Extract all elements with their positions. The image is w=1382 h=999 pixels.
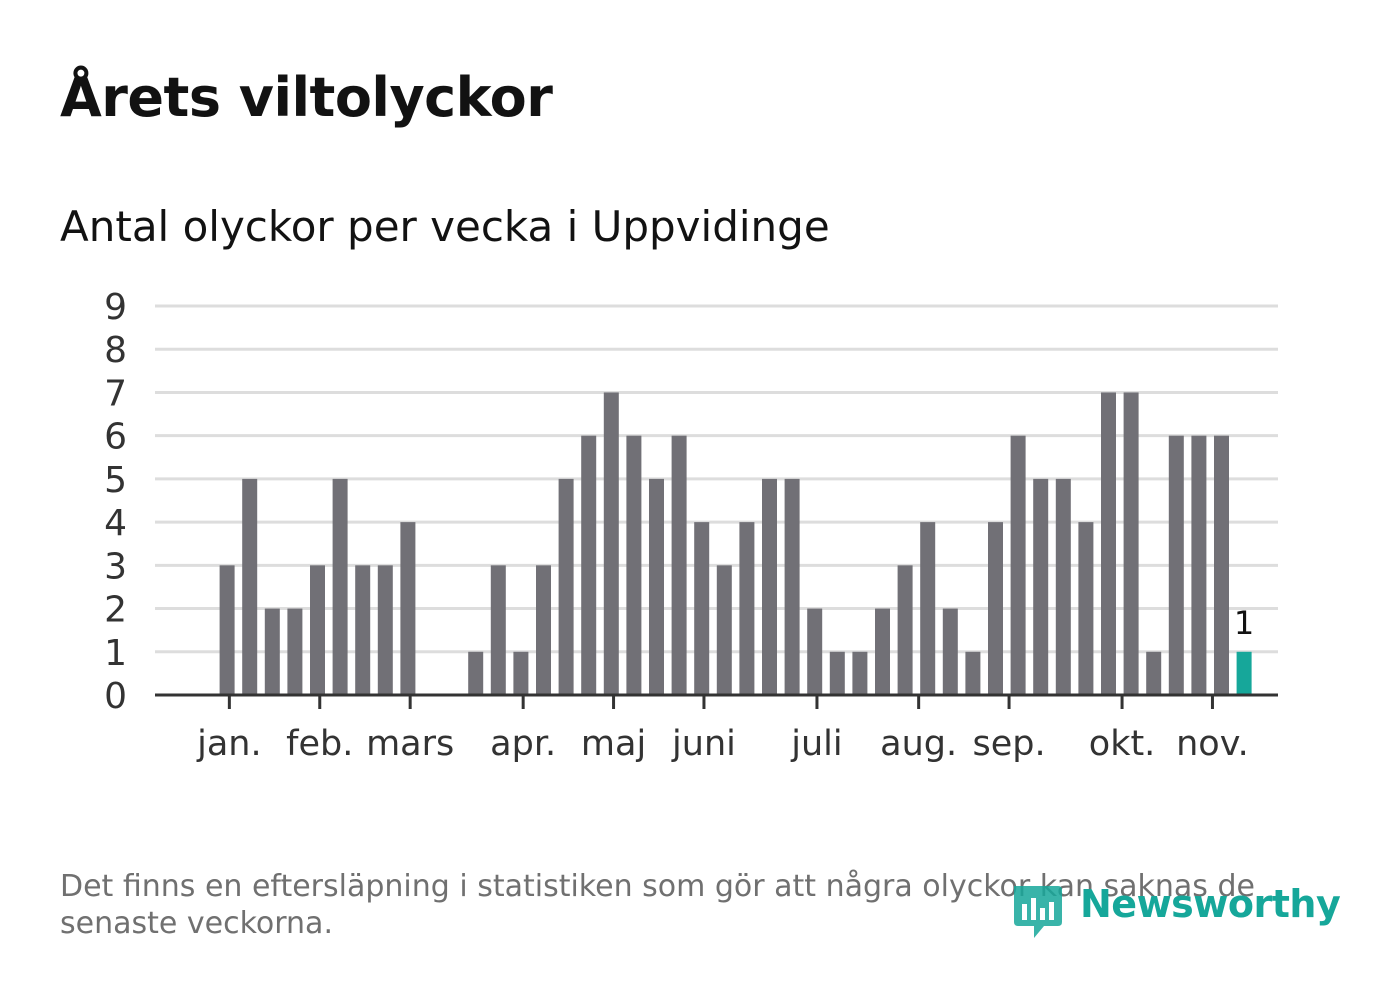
- x-tick-label: sep.: [972, 724, 1045, 764]
- bar: [332, 478, 348, 695]
- x-tick-label: mars: [366, 724, 454, 764]
- bar: [558, 478, 574, 695]
- bar: [1191, 435, 1207, 695]
- bar: [807, 608, 823, 695]
- bar: [513, 651, 529, 695]
- bar: [1214, 435, 1229, 695]
- bar: [1055, 478, 1071, 695]
- y-tick-label: 2: [104, 590, 127, 631]
- bar: [1078, 522, 1094, 695]
- x-tick-label: aug.: [880, 724, 957, 764]
- x-axis: [155, 693, 1278, 709]
- bar: [988, 522, 1003, 695]
- bar: [355, 565, 371, 695]
- x-tick-label: okt.: [1089, 724, 1156, 764]
- data-labels: 1: [1234, 604, 1254, 642]
- bar: [310, 565, 325, 695]
- bar: [716, 565, 732, 695]
- bar: [287, 608, 303, 695]
- newsworthy-logo: Newsworthy: [1010, 876, 1341, 942]
- x-tick-label: juli: [790, 724, 842, 764]
- x-tick-label: juni: [671, 724, 736, 764]
- x-tick-label: jan.: [196, 724, 261, 764]
- bar: [468, 651, 484, 695]
- bar: [242, 478, 258, 695]
- y-tick-label: 7: [104, 373, 127, 414]
- chart-title: Årets viltolyckor: [60, 66, 553, 129]
- bar: [897, 565, 913, 695]
- bar: [490, 565, 506, 695]
- newsworthy-logo-icon: [1014, 886, 1062, 938]
- x-tick-label: maj: [581, 724, 646, 764]
- bar: [965, 651, 981, 695]
- bar: [219, 565, 235, 695]
- x-tick-label: nov.: [1176, 724, 1249, 764]
- bar: [852, 651, 868, 695]
- bar: [1101, 392, 1116, 695]
- bar: [536, 565, 551, 695]
- highlight-data-label: 1: [1234, 604, 1254, 642]
- bar: [829, 651, 845, 695]
- bar: [603, 392, 619, 695]
- bar: [739, 522, 755, 695]
- bar: [694, 522, 710, 695]
- y-tick-label: 9: [104, 287, 127, 328]
- x-tick-label: feb.: [286, 724, 353, 764]
- y-tick-label: 1: [104, 633, 127, 674]
- x-axis-tick-labels: jan. feb. mars apr. maj juni juli aug. sep. okt. n…: [196, 724, 1249, 764]
- y-tick-label: 3: [104, 546, 127, 587]
- bar: [400, 522, 416, 695]
- bar: [377, 565, 393, 695]
- highlight-bar: [1236, 651, 1252, 695]
- y-tick-label: 4: [104, 503, 127, 544]
- newsworthy-logo-text: Newsworthy: [1080, 882, 1341, 926]
- bar: [1033, 478, 1049, 695]
- y-tick-label: 6: [104, 417, 127, 458]
- bar: [264, 608, 280, 695]
- bar: [875, 608, 890, 695]
- bar: [671, 435, 687, 695]
- y-tick-label: 8: [104, 330, 127, 371]
- bar: [942, 608, 958, 695]
- y-tick-label: 5: [104, 460, 127, 501]
- bar: [1168, 435, 1184, 695]
- bar: [1010, 435, 1026, 695]
- bar: [920, 522, 936, 695]
- bar: [762, 478, 777, 695]
- chart-subtitle: Antal olyckor per vecka i Uppvidinge: [60, 202, 830, 251]
- bar: [581, 435, 597, 695]
- bar: [1123, 392, 1139, 695]
- y-tick-label: 0: [104, 676, 127, 717]
- bar: [1146, 651, 1162, 695]
- bar: [649, 478, 664, 695]
- bars: [219, 392, 1252, 695]
- x-tick-label: apr.: [490, 724, 556, 764]
- bar: [784, 478, 800, 695]
- bar: [626, 435, 642, 695]
